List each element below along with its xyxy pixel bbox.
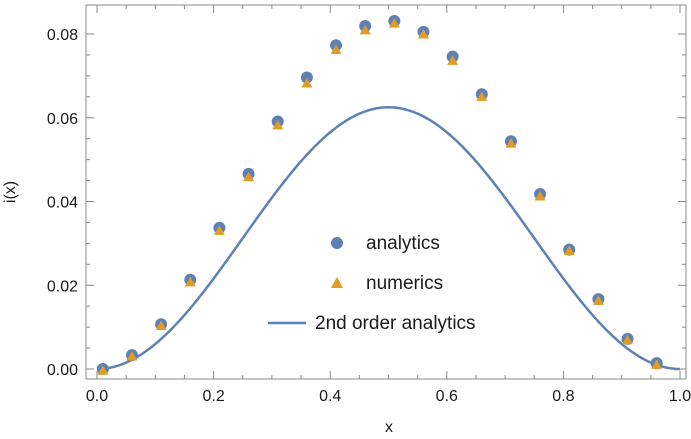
numerics-point <box>505 138 517 148</box>
numerics-point <box>563 245 575 255</box>
numerics-point <box>388 18 400 28</box>
numerics-point <box>447 55 459 65</box>
x-tick-label: 0.4 <box>319 388 341 405</box>
x-axis-ticks: 0.0 0.2 0.4 0.6 0.8 1.0 <box>86 5 691 405</box>
point-series-layer <box>96 15 663 375</box>
numerics-point <box>476 91 488 101</box>
numerics-point <box>184 276 196 287</box>
y-axis-ticks: 0.00 0.02 0.04 0.06 0.08 <box>47 27 686 379</box>
numerics-point <box>651 359 663 369</box>
numerics-point <box>534 191 546 201</box>
y-tick-label: 0.08 <box>47 27 78 44</box>
y-tick-label: 0.00 <box>47 362 78 379</box>
series-line-2nd-order-analytics <box>96 106 681 371</box>
numerics-point <box>243 171 255 182</box>
legend-numerics-label: numerics <box>366 273 443 294</box>
numerics-point <box>272 119 284 130</box>
numerics-point <box>301 77 313 88</box>
x-axis-label: x <box>385 419 393 436</box>
y-axis-label: i(x) <box>2 181 19 203</box>
numerics-point <box>417 29 429 39</box>
y-tick-label: 0.04 <box>47 195 78 212</box>
numerics-point <box>155 320 167 330</box>
legend-analytics-marker <box>331 237 343 249</box>
x-tick-label: 0.2 <box>202 388 224 405</box>
line-series-layer <box>96 106 681 371</box>
y-tick-label: 0.02 <box>47 278 78 295</box>
legend: analytics numerics 2nd order analytics <box>268 233 476 334</box>
numerics-point <box>330 44 342 54</box>
legend-analytics-label: analytics <box>366 233 440 254</box>
plot-frame <box>85 4 687 380</box>
x-tick-label: 0.6 <box>436 388 458 405</box>
y-tick-label: 0.06 <box>47 111 78 128</box>
x-tick-label: 0.0 <box>86 388 108 405</box>
numerics-point <box>126 351 138 361</box>
numerics-point <box>359 24 371 35</box>
x-tick-label: 1.0 <box>669 388 691 405</box>
numerics-point <box>97 365 109 375</box>
analytics-point <box>300 71 313 84</box>
numerics-point <box>213 225 225 235</box>
legend-line-label: 2nd order analytics <box>315 313 476 334</box>
legend-numerics-marker <box>331 277 343 288</box>
x-tick-label: 0.8 <box>552 388 574 405</box>
numerics-point <box>592 295 604 305</box>
numerics-point <box>622 334 634 345</box>
